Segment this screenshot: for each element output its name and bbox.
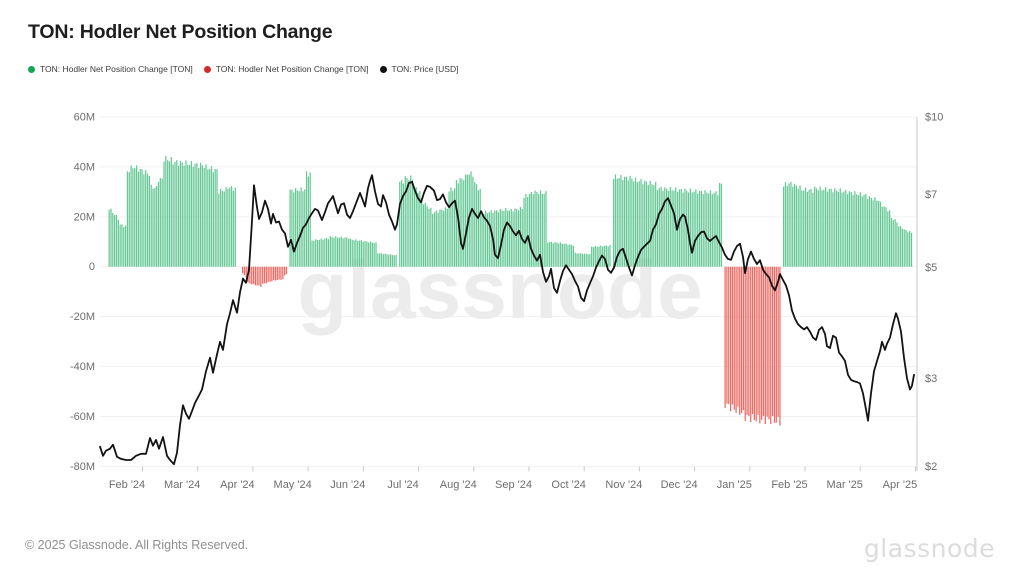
y-axis-tick-left: -40M [70, 361, 95, 373]
x-axis-month-label: Jan '25 [717, 479, 752, 491]
x-axis-month-label: Mar '25 [827, 479, 863, 491]
glassnode-logo: glassnode [863, 534, 995, 563]
x-axis-month-label: Oct '24 [551, 479, 586, 491]
legend-swatch-icon [379, 65, 387, 73]
price-line [99, 174, 915, 466]
legend-item[interactable]: TON: Hodler Net Position Change [TON] [28, 64, 193, 74]
copyright-text: © 2025 Glassnode. All Rights Reserved. [25, 538, 249, 552]
y-axis-tick-left: 0 [89, 261, 95, 273]
legend-label: TON: Price [USD] [391, 64, 459, 74]
y-axis-tick-left: -80M [70, 461, 95, 473]
x-axis-month-label: Jul '24 [387, 479, 418, 491]
legend-item[interactable]: TON: Hodler Net Position Change [TON] [203, 64, 369, 74]
x-axis-month-label: Apr '24 [220, 479, 255, 491]
x-axis-month-label: Aug '24 [440, 479, 477, 491]
x-axis: Feb '24 Mar '24 Apr '24 May '24 Jun '24 Jul '… [109, 466, 918, 491]
x-axis-month-label: Apr '25 [883, 479, 918, 491]
y-axis-tick-left: -60M [70, 411, 95, 423]
x-axis-month-label: Mar '24 [164, 479, 200, 491]
x-axis-month-label: Feb '24 [109, 479, 145, 491]
gridlines [100, 116, 917, 467]
x-axis-month-label: Dec '24 [661, 479, 698, 491]
legend-swatch-icon [203, 65, 211, 73]
legend-label: TON: Hodler Net Position Change [TON] [40, 64, 193, 74]
x-axis-month-label: Jun '24 [330, 479, 365, 491]
axis-labels: 60M 40M 20M 0 -20M -40M -60M -80M $10 $7 $5 $3 $2 [70, 112, 943, 473]
page-title: TON: Hodler Net Position Change [28, 21, 333, 43]
y-axis-tick-left: 60M [74, 112, 95, 124]
y-axis-tick-left: -20M [70, 311, 95, 323]
x-axis-month-label: Sep '24 [495, 479, 532, 491]
y-axis-tick-right: $2 [925, 461, 937, 473]
legend-label: TON: Hodler Net Position Change [TON] [215, 64, 369, 74]
legend-item[interactable]: TON: Price [USD] [379, 64, 459, 74]
legend: TON: Hodler Net Position Change [TON] TON… [28, 64, 458, 74]
y-axis-tick-right: $10 [925, 112, 943, 124]
y-axis-tick-right: $3 [925, 373, 937, 385]
x-axis-month-label: Feb '25 [771, 479, 807, 491]
y-axis-tick-left: 20M [74, 211, 95, 223]
legend-swatch-icon [28, 65, 35, 73]
x-axis-month-label: May '24 [274, 479, 312, 491]
x-axis-month-label: Nov '24 [605, 479, 642, 491]
y-axis-tick-right: $7 [925, 189, 937, 201]
y-axis-tick-right: $5 [925, 262, 937, 274]
y-axis-tick-left: 40M [74, 161, 95, 173]
